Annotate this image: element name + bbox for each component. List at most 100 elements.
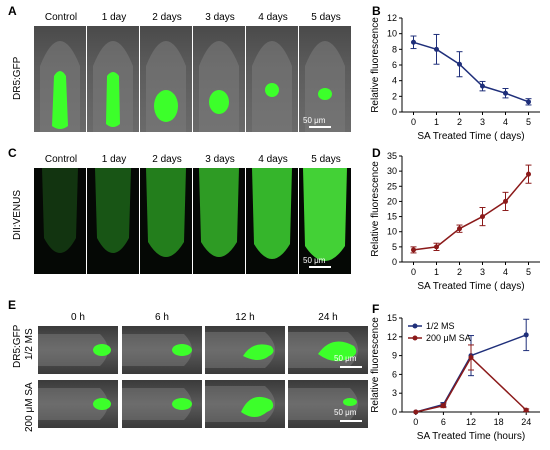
micrograph-a-4days xyxy=(246,26,298,132)
chart-f-point xyxy=(523,332,529,338)
panel-e-row-label-0: 1/2 MS xyxy=(24,328,35,360)
chart-f-point xyxy=(468,354,474,360)
chart-d-point xyxy=(503,198,508,204)
chart-f-y-tick-label: 12 xyxy=(387,332,397,342)
panel-label-e: E xyxy=(8,298,17,312)
chart-d-y-tick-label: 35 xyxy=(387,151,397,161)
chart-b-x-label: SA Treated Time ( days) xyxy=(417,131,524,142)
chart-d-y-tick-label: 10 xyxy=(387,227,397,237)
micrograph-a-3days xyxy=(193,26,245,132)
chart-d-point xyxy=(526,171,531,177)
chart-b-series-0-line xyxy=(413,41,529,103)
chart-f-y-tick-label: 0 xyxy=(392,407,397,417)
chart-f-legend-label: 1/2 MS xyxy=(426,321,455,331)
micrograph-e-ms-12h xyxy=(205,326,285,374)
scale-bar-e-label-0: 50 μm xyxy=(334,354,357,363)
panel-label-f: F xyxy=(372,302,380,316)
micrograph-e-ms-24h: 50 μm xyxy=(288,326,368,374)
scale-bar-a xyxy=(309,126,331,128)
chart-f-series-1-line xyxy=(415,356,527,413)
chart-b-x-tick-label: 1 xyxy=(434,117,439,127)
panel-a-col-3: 3 days xyxy=(205,12,235,23)
chart-f-y-tick-label: 15 xyxy=(387,313,397,323)
panel-a-col-1: 1 day xyxy=(101,12,127,23)
chart-d-point xyxy=(434,244,439,250)
panel-c-row-label: DII:VENUS xyxy=(12,189,23,240)
micrograph-c-1day xyxy=(87,168,139,274)
chart-d-series-0-line xyxy=(413,173,530,251)
chart-d-y-tick-label: 0 xyxy=(392,257,397,267)
chart-d-x-tick-label: 2 xyxy=(457,267,462,277)
panel-e-col-1: 6 h xyxy=(155,312,169,323)
chart-f-y-tick-label: 6 xyxy=(392,369,397,379)
chart-d-y-label: Relative fluorescence xyxy=(370,161,381,257)
chart-b-y-tick-label: 0 xyxy=(392,107,397,117)
panel-label-b: B xyxy=(372,4,381,18)
micrograph-e-ms-6h xyxy=(122,326,202,374)
chart-d-x-label: SA Treated Time ( days) xyxy=(417,281,524,292)
chart-f-y-tick-label: 3 xyxy=(392,388,397,398)
panel-a-col-0: Control xyxy=(44,12,78,23)
chart-d-y-tick-label: 25 xyxy=(387,181,397,191)
chart-b-y-tick-label: 2 xyxy=(392,91,397,101)
chart-f-x-label: SA Treated Time (hours) xyxy=(417,431,525,442)
micrograph-a-1day xyxy=(87,26,139,132)
panel-label-c: C xyxy=(8,146,17,160)
chart-b-point xyxy=(411,39,416,45)
chart-f-point xyxy=(440,403,446,409)
panel-a-row-label: DR5:GFP xyxy=(12,56,23,100)
panel-c-col-0: Control xyxy=(44,154,78,165)
chart-d-x-tick-label: 3 xyxy=(480,267,485,277)
micrograph-a-2days xyxy=(140,26,192,132)
micrograph-c-2days xyxy=(140,168,192,274)
chart-b-point xyxy=(526,99,531,105)
chart-f-legend-label: 200 μM SA xyxy=(426,333,471,343)
panel-e-col-2: 12 h xyxy=(235,312,255,323)
chart-b-y-tick-label: 6 xyxy=(392,60,397,70)
panel-label-a: A xyxy=(8,4,17,18)
chart-f-x-tick-label: 18 xyxy=(494,417,504,427)
chart-d-y-tick-label: 5 xyxy=(392,242,397,252)
chart-f-x-tick-label: 6 xyxy=(441,417,446,427)
chart-d-point xyxy=(411,247,416,253)
micrograph-c-3days xyxy=(193,168,245,274)
chart-f: 0 3 6 9 12 15 0 6 12 18 24 SA Treated Time (hours) R… xyxy=(370,313,540,442)
chart-b-x-tick-label: 5 xyxy=(526,117,531,127)
chart-f-legend-marker xyxy=(412,323,418,329)
scale-bar-c xyxy=(309,266,331,268)
chart-f-x-tick-label: 0 xyxy=(413,417,418,427)
chart-b-x-tick-label: 4 xyxy=(503,117,508,127)
chart-d-y-tick-label: 30 xyxy=(387,166,397,176)
chart-b-x-tick-label: 0 xyxy=(411,117,416,127)
panel-e-col-0: 0 h xyxy=(71,312,85,323)
chart-d-point xyxy=(457,226,462,232)
panel-c-col-2: 2 days xyxy=(152,154,182,165)
chart-b-point xyxy=(434,46,439,52)
panel-c-col-3: 3 days xyxy=(205,154,235,165)
chart-f-y-tick-label: 9 xyxy=(392,351,397,361)
panel-c-col-5: 5 days xyxy=(311,154,341,165)
micrograph-e-sa-6h xyxy=(122,380,202,428)
panel-e-construct-label: DR5:GFP xyxy=(12,324,23,368)
scale-bar-e-0 xyxy=(340,366,362,368)
scale-bar-c-label: 50 μm xyxy=(303,256,326,265)
chart-f-x-tick-label: 24 xyxy=(521,417,531,427)
chart-f-y-label: Relative fluorescence xyxy=(370,317,381,413)
panel-c-col-1: 1 day xyxy=(101,154,127,165)
chart-d-y-tick-label: 15 xyxy=(387,212,397,222)
chart-d-x-tick-label: 0 xyxy=(411,267,416,277)
chart-f-x-tick-label: 12 xyxy=(466,417,476,427)
chart-b-y-tick-label: 8 xyxy=(392,44,397,54)
micrograph-a-5days: 50 μm xyxy=(299,26,351,132)
scale-bar-a-label: 50 μm xyxy=(303,116,326,125)
micrograph-e-sa-12h xyxy=(205,380,285,428)
micrograph-c-control xyxy=(34,168,86,274)
panel-e-col-3: 24 h xyxy=(318,312,338,323)
chart-b-y-tick-label: 4 xyxy=(392,76,397,86)
micrograph-c-5days: 50 μm xyxy=(299,168,351,274)
scale-bar-e-label-1: 50 μm xyxy=(334,408,357,417)
chart-b-point xyxy=(457,61,462,67)
micrograph-a-control xyxy=(34,26,86,132)
